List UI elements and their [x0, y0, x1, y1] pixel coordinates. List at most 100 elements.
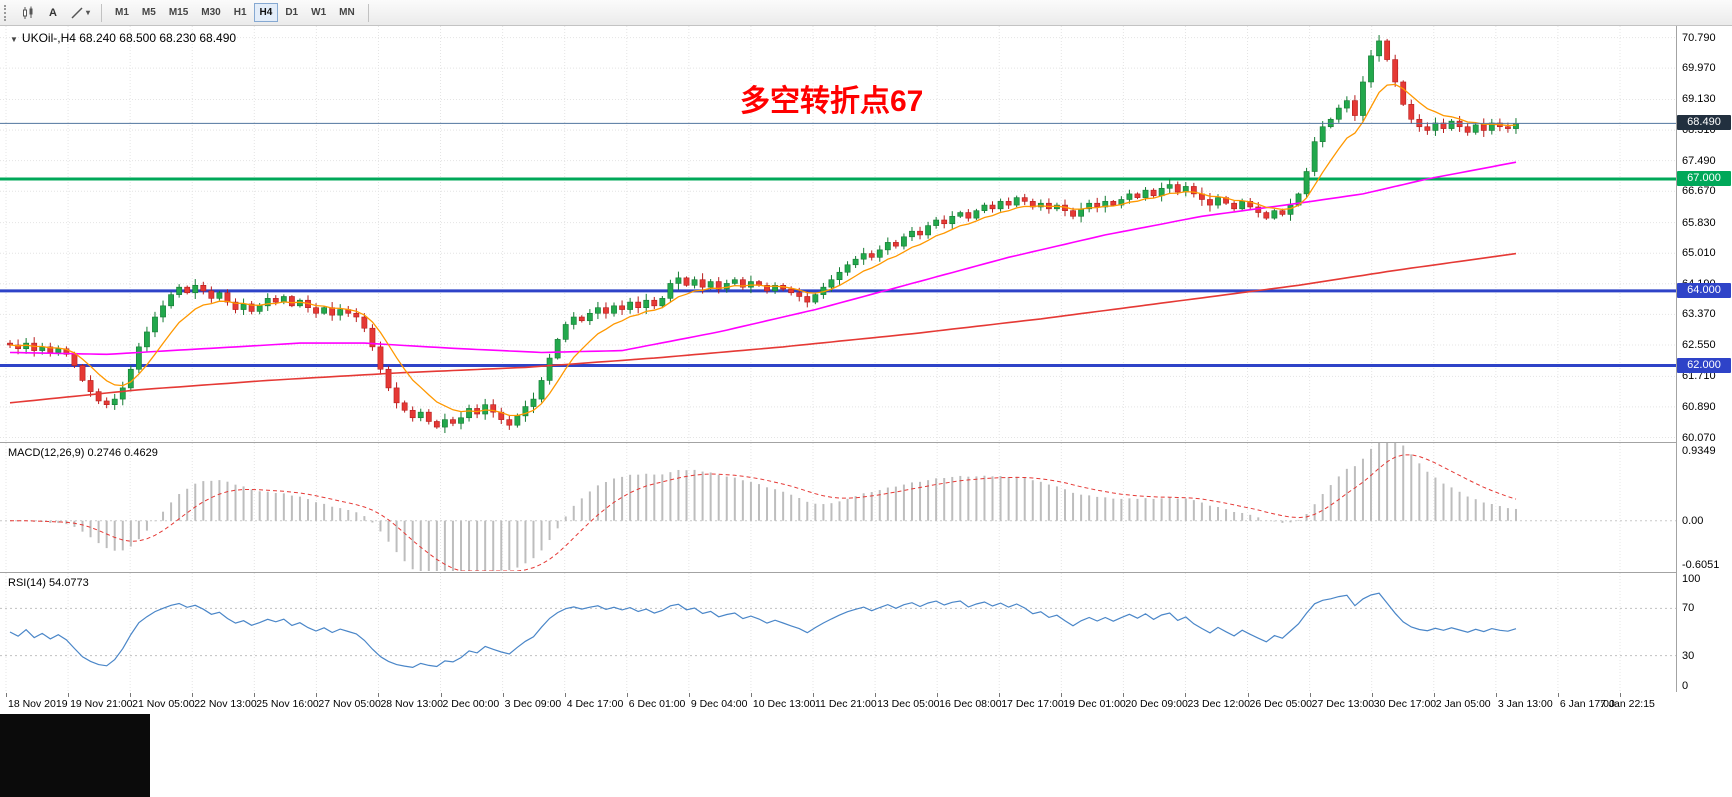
- bottom-strip: [0, 712, 1732, 797]
- time-axis-tick: [688, 693, 690, 697]
- time-axis-tick: [192, 693, 194, 697]
- toolbar-separator: [101, 3, 103, 22]
- time-axis-tick: [564, 693, 566, 697]
- time-axis-tick: [378, 693, 380, 697]
- price-axis-label: 69.970: [1682, 62, 1716, 75]
- toolbar-separator: [367, 3, 369, 22]
- time-axis-tick: [254, 693, 256, 697]
- price-line-badge-64.000: 64.000: [1677, 282, 1731, 298]
- taskbar-fragment: [0, 714, 150, 797]
- time-axis-label: 13 Dec 05:00: [877, 698, 940, 710]
- timeframe-button-d1[interactable]: D1: [279, 3, 304, 22]
- time-axis-label: 28 Nov 13:00: [380, 698, 443, 710]
- time-axis-tick: [316, 693, 318, 697]
- time-axis-label: 21 Nov 05:00: [132, 698, 195, 710]
- timeframe-button-m30[interactable]: M30: [195, 3, 226, 22]
- candlestick-chart-button[interactable]: [17, 3, 40, 23]
- macd-axis-label: 0.00: [1682, 514, 1704, 527]
- time-axis-tick: [1123, 693, 1125, 697]
- timeframe-button-h4[interactable]: H4: [253, 3, 279, 22]
- price-axis-label: 65.830: [1682, 216, 1716, 229]
- time-axis-tick: [440, 693, 442, 697]
- timeframe-group: M1 M5 M15 M30 H1 H4 D1 W1 MN: [109, 3, 361, 22]
- chevron-down-icon: ▾: [86, 8, 91, 17]
- toolbar-drag-handle[interactable]: [4, 4, 10, 21]
- time-axis-label: 27 Nov 05:00: [318, 698, 381, 710]
- annotation-text: 多空转折点67: [740, 85, 924, 118]
- time-axis: 18 Nov 2019 19 Nov 21:00 21 Nov 05:00 22 No…: [0, 692, 1732, 712]
- rsi-axis-label: 0: [1682, 680, 1689, 692]
- time-axis-label: 2 Dec 00:00: [442, 698, 500, 710]
- time-axis-label: 25 Nov 16:00: [256, 698, 319, 710]
- time-axis-label: 10 Dec 13:00: [752, 698, 816, 710]
- price-axis-label: 64.190: [1682, 277, 1716, 290]
- timeframe-button-m1[interactable]: M1: [109, 3, 135, 22]
- time-axis-label: 16 Dec 08:00: [939, 698, 1002, 710]
- time-axis-tick: [1061, 693, 1063, 697]
- collapse-arrow-icon[interactable]: ▼: [10, 35, 18, 44]
- time-axis-label: 9 Dec 04:00: [690, 698, 748, 710]
- pane-separator[interactable]: [0, 442, 1676, 443]
- time-axis-tick: [875, 693, 877, 697]
- timeframe-button-mn[interactable]: MN: [333, 3, 361, 22]
- time-axis-label: 2 Jan 05:00: [1435, 698, 1491, 710]
- time-axis-tick: [999, 693, 1001, 697]
- time-axis-label: 26 Dec 05:00: [1249, 698, 1312, 710]
- time-axis-tick: [1495, 693, 1497, 697]
- rsi-label: RSI(14) 54.0773: [8, 577, 89, 589]
- time-axis-label: 18 Nov 2019: [8, 698, 68, 710]
- price-line-badge-68.490: 68.490: [1677, 115, 1731, 131]
- time-axis-tick: [1371, 693, 1373, 697]
- toolbar: A ▾ M1 M5 M15 M30 H1 H4 D1 W1 MN: [0, 0, 1732, 26]
- draw-tools-button[interactable]: ▾: [66, 3, 94, 23]
- time-axis-label: 20 Dec 09:00: [1125, 698, 1188, 710]
- price-line-badge-62.000: 62.000: [1677, 357, 1731, 373]
- price-axis-label: 60.070: [1682, 431, 1716, 444]
- time-axis-tick: [626, 693, 628, 697]
- time-axis-tick: [750, 693, 752, 697]
- price-axis-label: 67.490: [1682, 154, 1716, 167]
- macd-label: MACD(12,26,9) 0.2746 0.4629: [8, 447, 158, 459]
- time-axis-label: 6 Dec 01:00: [628, 698, 686, 710]
- price-axis-label: 63.370: [1682, 308, 1716, 321]
- macd-indicator-canvas[interactable]: [0, 443, 1676, 571]
- price-axis-label: 69.130: [1682, 93, 1716, 106]
- time-axis-tick: [937, 693, 939, 697]
- time-axis-tick: [1247, 693, 1249, 697]
- time-axis-tick: [1620, 693, 1621, 697]
- macd-axis-label: 0.9349: [1682, 445, 1716, 457]
- timeframe-button-m15[interactable]: M15: [163, 3, 194, 22]
- symbol-header: ▼ UKOil-,H4 68.240 68.500 68.230 68.490: [10, 31, 236, 45]
- symbol-ohlc-text: UKOil-,H4 68.240 68.500 68.230 68.490: [21, 31, 237, 45]
- price-line-badge-67.000: 67.000: [1677, 170, 1731, 186]
- price-axis-border: [1676, 26, 1677, 712]
- time-axis-label: 17 Dec 17:00: [1001, 698, 1064, 710]
- price-chart-canvas[interactable]: [0, 26, 1676, 442]
- time-axis-tick: [813, 693, 814, 697]
- time-axis-tick: [1309, 693, 1311, 697]
- rsi-indicator-canvas[interactable]: [0, 573, 1676, 691]
- trendline-icon: [71, 6, 83, 19]
- time-axis-label: 30 Dec 17:00: [1373, 698, 1437, 710]
- time-axis-label: 19 Dec 01:00: [1063, 698, 1126, 710]
- timeframe-button-h1[interactable]: H1: [228, 3, 253, 22]
- time-axis-tick: [1185, 693, 1187, 697]
- price-axis-label: 68.310: [1682, 124, 1716, 137]
- candlestick-chart-icon: [23, 6, 33, 19]
- price-axis-label: 62.550: [1682, 338, 1716, 351]
- pane-separator[interactable]: [0, 572, 1676, 573]
- time-axis-label: 19 Nov 21:00: [70, 698, 133, 710]
- time-axis-tick: [502, 693, 504, 697]
- timeframe-button-m5[interactable]: M5: [136, 3, 162, 22]
- time-axis-label: 7 Jan 22:15: [1600, 698, 1655, 710]
- text-tool-button[interactable]: A: [42, 3, 64, 23]
- time-axis-label: 3 Jan 13:00: [1497, 698, 1553, 710]
- price-axis-label: 65.010: [1682, 247, 1716, 260]
- time-axis-tick: [1557, 693, 1559, 697]
- time-axis-tick: [130, 693, 132, 697]
- timeframe-button-w1[interactable]: W1: [305, 3, 332, 22]
- rsi-axis-label: 30: [1682, 649, 1695, 662]
- time-axis-label: 22 Nov 13:00: [194, 698, 257, 710]
- price-axis-label: 70.790: [1682, 31, 1716, 44]
- time-axis-label: 4 Dec 17:00: [566, 698, 624, 710]
